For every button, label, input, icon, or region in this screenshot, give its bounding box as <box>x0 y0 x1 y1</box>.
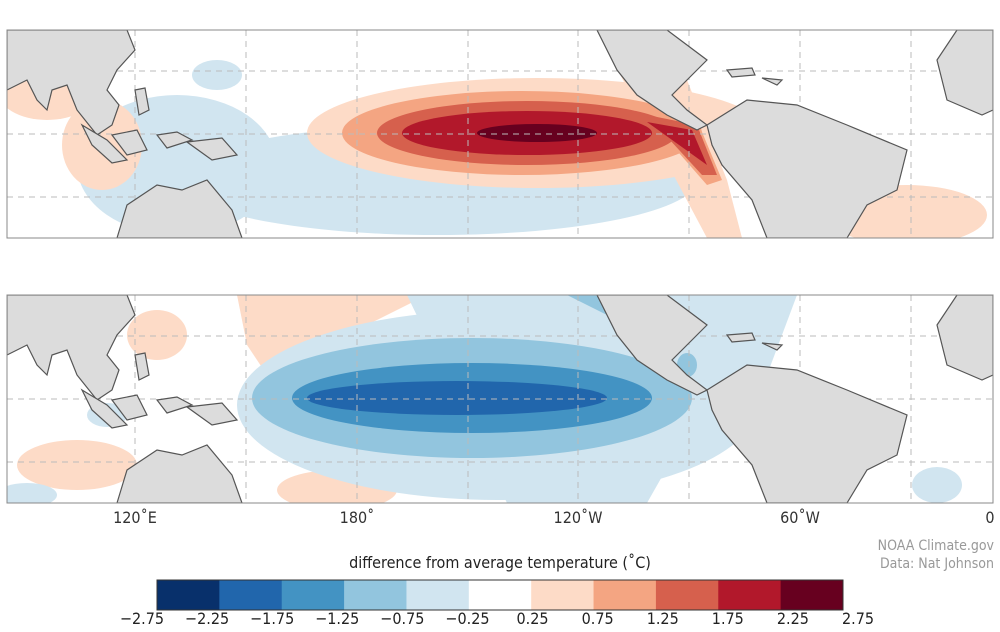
colorbar-tick-label: −2.75 <box>119 609 165 628</box>
colorbar-bin <box>281 580 345 610</box>
lon-label-180: 180˚ <box>339 508 375 527</box>
map-panel-bottom <box>6 294 994 504</box>
credit-data: Data: Nat Johnson <box>879 556 994 572</box>
colorbar-tick-label: −2.25 <box>185 609 230 628</box>
colorbar <box>156 579 844 611</box>
colorbar-bin <box>344 580 407 610</box>
colorbar-tick-label: −1.75 <box>250 609 295 628</box>
colorbar-bin <box>531 580 595 610</box>
lon-label-0: 0 <box>985 508 995 527</box>
colorbar-bin <box>593 580 657 610</box>
colorbar-bin <box>468 580 532 610</box>
colorbar-tick-label: −1.25 <box>315 609 360 628</box>
colorbar-tick-label: 1.75 <box>711 609 744 628</box>
lon-label-120w: 120˚W <box>553 508 603 527</box>
colorbar-title: difference from average temperature (˚C) <box>349 553 651 572</box>
colorbar-tick-label: 2.75 <box>841 609 875 628</box>
panel-border-top <box>6 29 994 239</box>
colorbar-tick-label: 0.75 <box>581 609 614 628</box>
colorbar-bin <box>718 580 782 610</box>
colorbar-tick-label: 0.25 <box>516 609 549 628</box>
colorbar-bin <box>780 580 844 610</box>
lon-label-60w: 60˚W <box>780 508 820 527</box>
lon-label-120e: 120˚E <box>113 508 157 527</box>
colorbar-bin <box>655 580 719 610</box>
colorbar-tick-label: 1.25 <box>646 609 679 628</box>
credit-source: NOAA Climate.gov <box>877 538 994 554</box>
colorbar-tick-label: −0.75 <box>380 609 425 628</box>
colorbar-tick-label: 2.25 <box>776 609 809 628</box>
colorbar-tick-label: −0.25 <box>445 609 490 628</box>
colorbar-bin <box>219 580 283 610</box>
map-panel-top <box>6 29 994 239</box>
colorbar-bin <box>157 580 220 610</box>
panel-border-bottom <box>6 294 994 504</box>
colorbar-bin <box>406 580 470 610</box>
colorbar-border <box>156 579 844 611</box>
